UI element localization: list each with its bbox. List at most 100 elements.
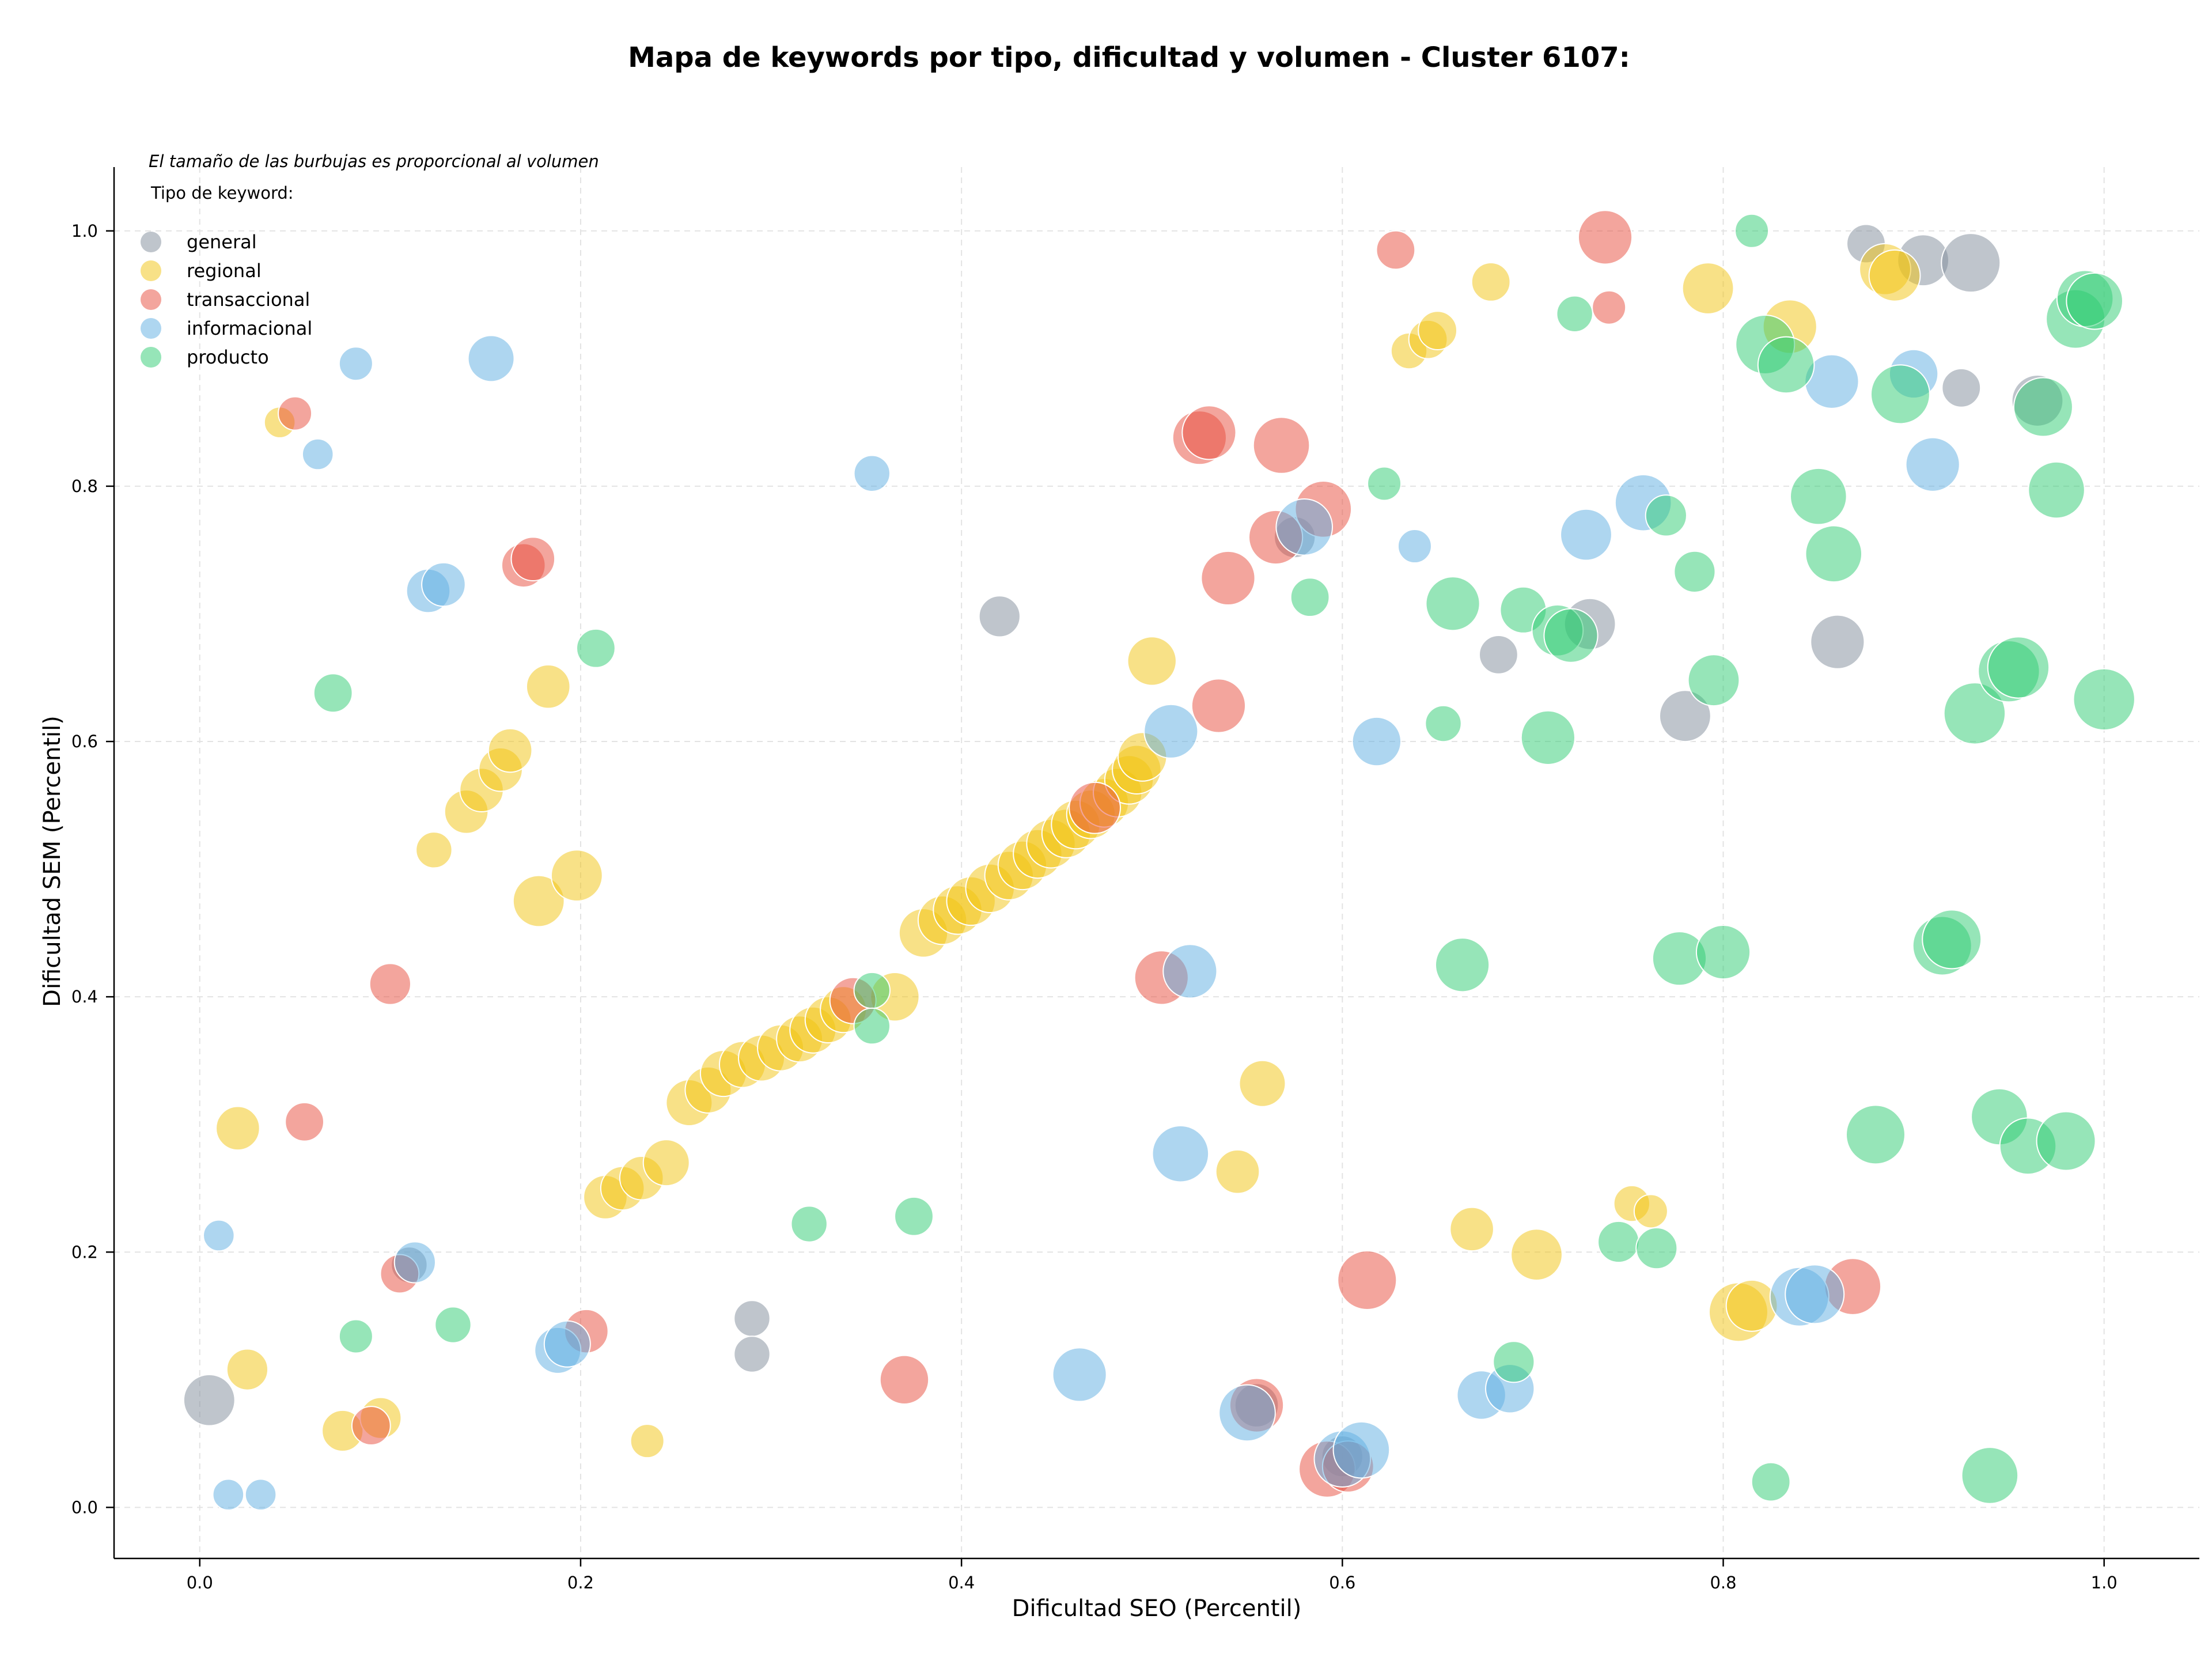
bubble-informacional — [203, 1219, 235, 1252]
bubble-producto — [853, 971, 891, 1009]
legend-label-transaccional: transaccional — [187, 289, 310, 311]
series-regional — [215, 243, 1921, 1459]
legend-marker-producto — [141, 347, 161, 368]
bubble-regional — [1238, 1060, 1286, 1107]
bubble-producto — [434, 1306, 472, 1344]
bubble-producto — [1425, 576, 1480, 631]
bubble-informacional — [1351, 716, 1402, 767]
bubble-series — [183, 210, 2135, 1511]
legend-marker-informacional — [141, 318, 161, 339]
bubble-informacional — [393, 1241, 436, 1284]
bubble-informacional — [1785, 1264, 1845, 1325]
series-producto — [313, 213, 2135, 1504]
bubble-informacional — [244, 1478, 277, 1511]
bubble-informacional — [1218, 1384, 1276, 1442]
bubble-producto — [1493, 1341, 1535, 1383]
x-tick-label: 0.2 — [567, 1573, 594, 1592]
bubble-regional — [512, 875, 565, 928]
bubble-informacional — [467, 335, 515, 383]
x-tick-label: 0.4 — [948, 1573, 975, 1592]
chart-title: Mapa de keywords por tipo, dificultad y … — [628, 41, 1630, 74]
bubble-producto — [1673, 550, 1716, 593]
bubble-general — [1941, 233, 2001, 293]
bubble-informacional — [421, 562, 466, 607]
bubble-informacional — [1052, 1347, 1107, 1402]
bubble-regional — [1215, 1149, 1260, 1194]
bubble-informacional — [1143, 703, 1199, 759]
bubble-producto — [1520, 710, 1575, 765]
bubble-transaccional — [1577, 210, 1633, 265]
bubble-regional — [550, 849, 603, 902]
x-tick-label: 0.6 — [1329, 1573, 1355, 1592]
y-tick-label: 1.0 — [71, 221, 98, 241]
bubble-regional — [1681, 262, 1734, 315]
x-tick-label: 0.8 — [1710, 1573, 1736, 1592]
bubble-transaccional — [278, 396, 313, 431]
bubble-general — [978, 595, 1021, 638]
bubble-general — [1941, 368, 1982, 408]
axes: 0.0 0.2 0.4 0.6 0.8 1.0 0.0 0.2 0.4 0.6 0.8 1.0 — [71, 167, 2199, 1592]
bubble-transaccional — [1592, 290, 1627, 325]
legend-label-informacional: informacional — [187, 317, 312, 339]
bubble-transaccional — [1376, 230, 1416, 270]
bubble-producto — [1757, 336, 1815, 394]
bubble-transaccional — [1252, 417, 1310, 474]
bubble-informacional — [212, 1478, 245, 1511]
bubble-general — [1479, 634, 1518, 675]
bubble-transaccional — [1337, 1250, 1397, 1310]
bubble-producto — [2028, 461, 2085, 519]
bubble-transaccional — [1200, 550, 1256, 606]
legend-label-regional: regional — [187, 260, 262, 282]
bubble-producto — [1645, 494, 1687, 537]
bubble-producto — [1425, 705, 1462, 743]
bubble-regional — [415, 831, 453, 869]
bubble-transaccional — [510, 536, 556, 581]
bubble-producto — [576, 628, 616, 668]
bubble-transaccional — [1069, 781, 1121, 834]
x-axis-label: Dificultad SEO (Percentil) — [1012, 1595, 1302, 1622]
bubble-producto — [1734, 213, 1770, 248]
bubble-regional — [1418, 311, 1458, 350]
bubble-producto — [1845, 1104, 1906, 1165]
bubble-producto — [1987, 636, 2050, 699]
bubble-general — [1810, 614, 1865, 669]
bubble-producto — [1751, 1462, 1791, 1502]
bubble-producto — [1367, 466, 1402, 501]
bubble-size-note: El tamaño de las burbujas es proporciona… — [149, 152, 599, 171]
y-tick-label: 0.8 — [71, 476, 98, 496]
bubble-regional — [642, 1139, 690, 1187]
bubble-informacional — [543, 1320, 591, 1368]
bubble-producto — [1870, 364, 1930, 425]
bubble-producto — [1805, 525, 1863, 583]
bubble-producto — [1922, 909, 1982, 970]
legend-marker-regional — [141, 260, 161, 281]
bubble-informacional — [1152, 1125, 1210, 1183]
bubble-producto — [1597, 1220, 1640, 1263]
bubble-general — [733, 1300, 771, 1337]
bubble-informacional — [1162, 944, 1218, 999]
bubble-general — [733, 1335, 771, 1373]
bubble-producto — [1790, 467, 1847, 525]
bubble-transaccional — [351, 1406, 391, 1446]
legend: general regional transaccional informaciona… — [141, 231, 312, 368]
bubble-informacional — [1560, 508, 1612, 561]
bubble-informacional — [853, 455, 891, 492]
bubble-general — [1658, 690, 1711, 743]
bubble-producto — [1435, 937, 1490, 993]
legend-title: Tipo de keyword: — [150, 183, 294, 203]
y-tick-label: 0.0 — [71, 1497, 98, 1517]
bubble-producto — [2073, 668, 2135, 731]
series-informacional — [203, 335, 1960, 1511]
bubble-producto — [338, 1319, 373, 1354]
bubble-producto — [894, 1196, 934, 1236]
bubble-regional — [1868, 249, 1921, 302]
bubble-producto — [313, 673, 353, 713]
bubble-producto — [1635, 1227, 1678, 1270]
bubble-producto — [1961, 1447, 2019, 1504]
bubble-regional — [226, 1348, 269, 1391]
x-tick-label: 0.0 — [187, 1573, 213, 1592]
bubble-regional — [630, 1424, 665, 1459]
legend-marker-transaccional — [141, 289, 161, 310]
bubble-transaccional — [1191, 678, 1247, 733]
